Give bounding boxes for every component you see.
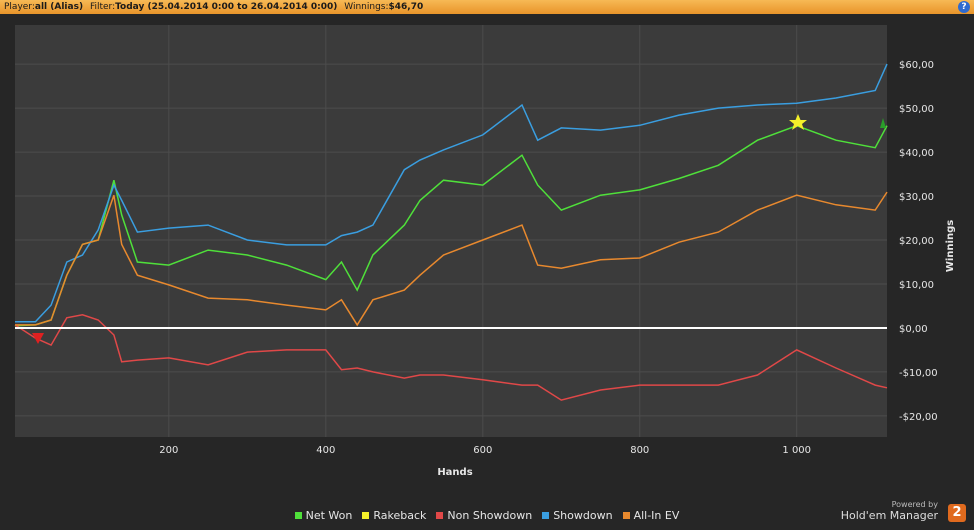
- value: all (Alias): [34, 2, 84, 12]
- series-line: [15, 191, 888, 327]
- y-tick-label: $40,00: [899, 148, 934, 159]
- y-tick-label: -$20,00: [899, 412, 938, 423]
- header-bar: Player:all (Alias) Filter:Today (25.04.2…: [0, 0, 974, 14]
- legend-label: All-In EV: [633, 509, 680, 522]
- legend-item[interactable]: Rakeback: [362, 509, 426, 522]
- brand-name: Hold'em Manager: [840, 509, 938, 522]
- max-marker: [789, 114, 807, 130]
- y-tick-label: $60,00: [899, 60, 934, 71]
- legend-label: Showdown: [553, 509, 613, 522]
- label: Filter:: [89, 2, 116, 12]
- legend: Net Won Rakeback Non Showdown Showdown All-I…: [0, 509, 974, 522]
- legend-swatch: [294, 512, 302, 519]
- logo: 2: [948, 504, 966, 522]
- y-tick-label: $10,00: [899, 280, 934, 291]
- x-tick-label: 600: [473, 445, 492, 456]
- help-button[interactable]: ?: [958, 1, 970, 13]
- chart: Hands Winnings -$20,00 -$10,00 $0,00 $10,00…: [14, 25, 956, 478]
- branding: Powered by Hold'em Manager: [841, 500, 964, 522]
- legend-label: Rakeback: [373, 509, 427, 522]
- legend-swatch: [436, 512, 444, 519]
- label: Winnings:: [344, 2, 389, 12]
- min-marker: [32, 333, 44, 344]
- y-axis-title: Winnings: [945, 220, 956, 272]
- x-tick-label: 800: [630, 445, 649, 456]
- legend-item[interactable]: Non Showdown: [436, 509, 532, 522]
- legend-swatch: [542, 512, 550, 519]
- x-tick-label: 1 000: [782, 445, 811, 456]
- y-tick-label: -$10,00: [899, 368, 938, 379]
- y-tick-label: $0,00: [899, 324, 928, 335]
- series-line: [14, 314, 888, 401]
- end-marker: [880, 118, 886, 128]
- legend-item[interactable]: Showdown: [542, 509, 613, 522]
- legend-label: Non Showdown: [447, 509, 533, 522]
- legend-label: Net Won: [305, 509, 353, 522]
- label: Player:: [4, 2, 35, 12]
- x-axis-title: Hands: [437, 467, 472, 478]
- plot-area: [15, 25, 887, 437]
- legend-item[interactable]: Net Won: [294, 509, 353, 522]
- series-line: [15, 63, 888, 323]
- y-tick-label: $30,00: [899, 192, 934, 203]
- y-tick-label: $50,00: [899, 104, 934, 115]
- series-line: [14, 124, 888, 327]
- legend-swatch: [622, 512, 630, 519]
- value: Today (25.04.2014 0:00 to 26.04.2014 0:0…: [115, 2, 338, 12]
- x-tick-label: 200: [159, 445, 178, 456]
- legend-swatch: [362, 512, 370, 519]
- x-tick-label: 400: [316, 445, 335, 456]
- powered-by: Powered by: [891, 500, 938, 509]
- legend-item[interactable]: All-In EV: [622, 509, 680, 522]
- y-tick-label: $20,00: [899, 236, 934, 247]
- value: $46,70: [388, 2, 424, 12]
